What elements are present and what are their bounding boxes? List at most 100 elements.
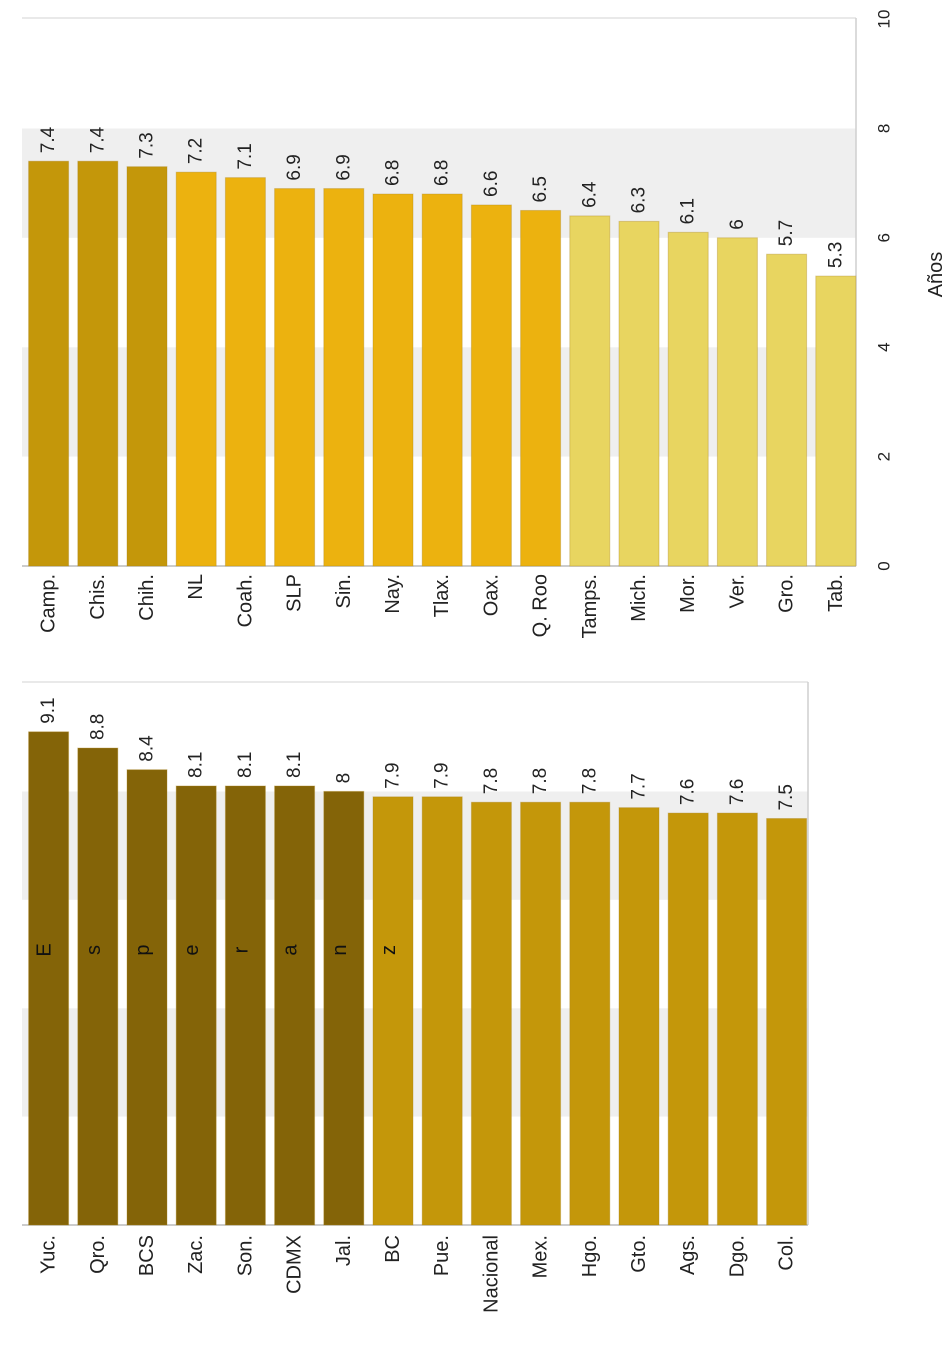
panel-left-annotation-letter: n xyxy=(329,944,351,955)
panel-right-tick-label: 4 xyxy=(875,342,894,351)
panel-right-bar xyxy=(815,275,857,567)
panel-right-bar xyxy=(470,204,512,567)
panel-left-bar xyxy=(175,785,217,1226)
panel-left-category-label: Dgo. xyxy=(726,1235,748,1277)
panel-left-value-label: 7.5 xyxy=(776,784,797,810)
panel-right-category-label: Mor. xyxy=(677,574,699,613)
panel-right-bar xyxy=(372,193,414,567)
panel-right-bar xyxy=(224,177,266,567)
panel-right-value-label: 6.8 xyxy=(383,160,404,186)
panel-right-bar xyxy=(323,188,365,567)
panel-right-band xyxy=(22,19,856,129)
panel-right-value-label: 6.6 xyxy=(481,171,502,197)
panel-right-category-label: Ver. xyxy=(726,574,748,608)
panel-right-value-label: 5.3 xyxy=(825,242,846,268)
panel-right-tick-label: 2 xyxy=(875,452,894,461)
panel-right-category-label: Chis. xyxy=(87,574,109,620)
panel-left-value-label: 7.8 xyxy=(481,768,502,794)
panel-left-value-label: 8.1 xyxy=(284,752,305,778)
panel-right-bar xyxy=(520,209,562,567)
panel-left-bar xyxy=(274,785,316,1226)
panel-right-bar xyxy=(667,231,709,567)
panel-right-tick-label: 10 xyxy=(875,10,894,29)
panel-right-category-label: NL xyxy=(185,574,207,600)
panel-left-annotation-letter: s xyxy=(83,945,105,955)
panel-right-bar xyxy=(274,188,316,567)
panel-right-category-label: Tamps. xyxy=(579,574,601,638)
panel-left-bar xyxy=(618,807,660,1226)
panel-right-category-label: Mich. xyxy=(628,574,650,622)
panel-right-category-label: Coah. xyxy=(234,574,256,627)
panel-left-value-label: 7.6 xyxy=(678,779,699,805)
panel-left-value-label: 8 xyxy=(333,773,354,784)
panel-right-value-label: 7.3 xyxy=(137,132,158,158)
panel-left-value-label: 7.9 xyxy=(432,762,453,788)
panel-right-value-label: 6.5 xyxy=(530,176,551,202)
panel-left-bar xyxy=(421,796,463,1226)
panel-right-bar xyxy=(28,160,70,567)
panel-left-value-label: 7.8 xyxy=(579,768,600,794)
panel-left-value-label: 8.8 xyxy=(87,714,108,740)
panel-left-category-label: Gto. xyxy=(628,1235,650,1273)
panel-right-bar xyxy=(126,166,168,567)
panel-right-bar xyxy=(77,160,119,567)
panel-left-bar xyxy=(470,801,512,1226)
panel-left-annotation-letter: r xyxy=(230,946,252,953)
panel-right-category-label: Gro. xyxy=(776,574,798,613)
panel-left-bar xyxy=(28,731,70,1226)
panel-right-value-label: 6.3 xyxy=(629,187,650,213)
panel-left-value-label: 9.1 xyxy=(38,697,59,723)
panel-left-annotation-letter: E xyxy=(34,943,56,956)
panel-right-tick-label: 6 xyxy=(875,233,894,242)
panel-left-value-label: 8.4 xyxy=(137,735,158,762)
panel-right-value-label: 7.1 xyxy=(235,143,256,169)
panel-left-category-label: Nacional xyxy=(480,1235,502,1313)
panel-left-annotation-letter: a xyxy=(280,944,302,956)
panel-left-bar xyxy=(569,801,611,1226)
panel-left-annotation-letter: p xyxy=(132,944,154,955)
panel-right-category-label: Tlax. xyxy=(431,574,453,617)
panel-right-bar xyxy=(175,171,217,567)
panel-right-value-label: 6.1 xyxy=(678,198,699,224)
panel-right-value-label: 7.4 xyxy=(38,126,59,153)
panel-left-bar xyxy=(323,790,365,1226)
panel-left-category-label: Ags. xyxy=(677,1235,699,1275)
panel-right-value-label: 6.4 xyxy=(579,181,600,208)
panel-left-bar xyxy=(224,785,266,1226)
panel-right-value-label: 5.7 xyxy=(776,220,797,246)
panel-right-tick-label: 0 xyxy=(875,561,894,570)
panel-left-category-label: Yuc. xyxy=(38,1235,60,1274)
panel-left-category-label: BCS xyxy=(136,1235,158,1276)
panel-left-category-label: Hgo. xyxy=(579,1235,601,1277)
panel-left-category-label: Mex. xyxy=(530,1235,552,1278)
panel-left-category-label: Qro. xyxy=(87,1235,109,1274)
panel-right-value-label: 7.2 xyxy=(186,138,207,164)
panel-right-category-label: Q. Roo xyxy=(530,574,552,637)
panel-right-value-label: 6.9 xyxy=(284,154,305,180)
panel-left-category-label: Col. xyxy=(776,1235,798,1271)
panel-left-value-label: 8.1 xyxy=(235,752,256,778)
panel-right-category-label: Camp. xyxy=(38,574,60,633)
panel-left-bar xyxy=(520,801,562,1226)
panel-left-bar xyxy=(667,812,709,1226)
panel-right-bar xyxy=(569,215,611,567)
panel-left-category-label: CDMX xyxy=(284,1235,306,1294)
panel-left-category-label: Son. xyxy=(234,1235,256,1276)
panel-left-annotation-letter: e xyxy=(181,944,203,955)
panel-right-value-label: 6.9 xyxy=(333,154,354,180)
panel-right-tick-label: 8 xyxy=(875,124,894,133)
panel-left-value-label: 8.1 xyxy=(186,752,207,778)
panel-left-value-label: 7.9 xyxy=(383,762,404,788)
panel-left-bar xyxy=(126,769,168,1226)
panel-left-value-label: 7.6 xyxy=(727,779,748,805)
panel-right-category-label: Tab. xyxy=(825,574,847,612)
panel-right-bar xyxy=(421,193,463,567)
panel-left-value-label: 7.7 xyxy=(629,773,650,799)
panel-right-value-label: 6.8 xyxy=(432,160,453,186)
panel-left-bar xyxy=(716,812,758,1226)
panel-left-category-label: Pue. xyxy=(431,1235,453,1276)
panel-right-bar xyxy=(618,220,660,567)
panel-right-bar xyxy=(766,253,808,567)
panel-right-axis-title: Años xyxy=(925,252,947,298)
